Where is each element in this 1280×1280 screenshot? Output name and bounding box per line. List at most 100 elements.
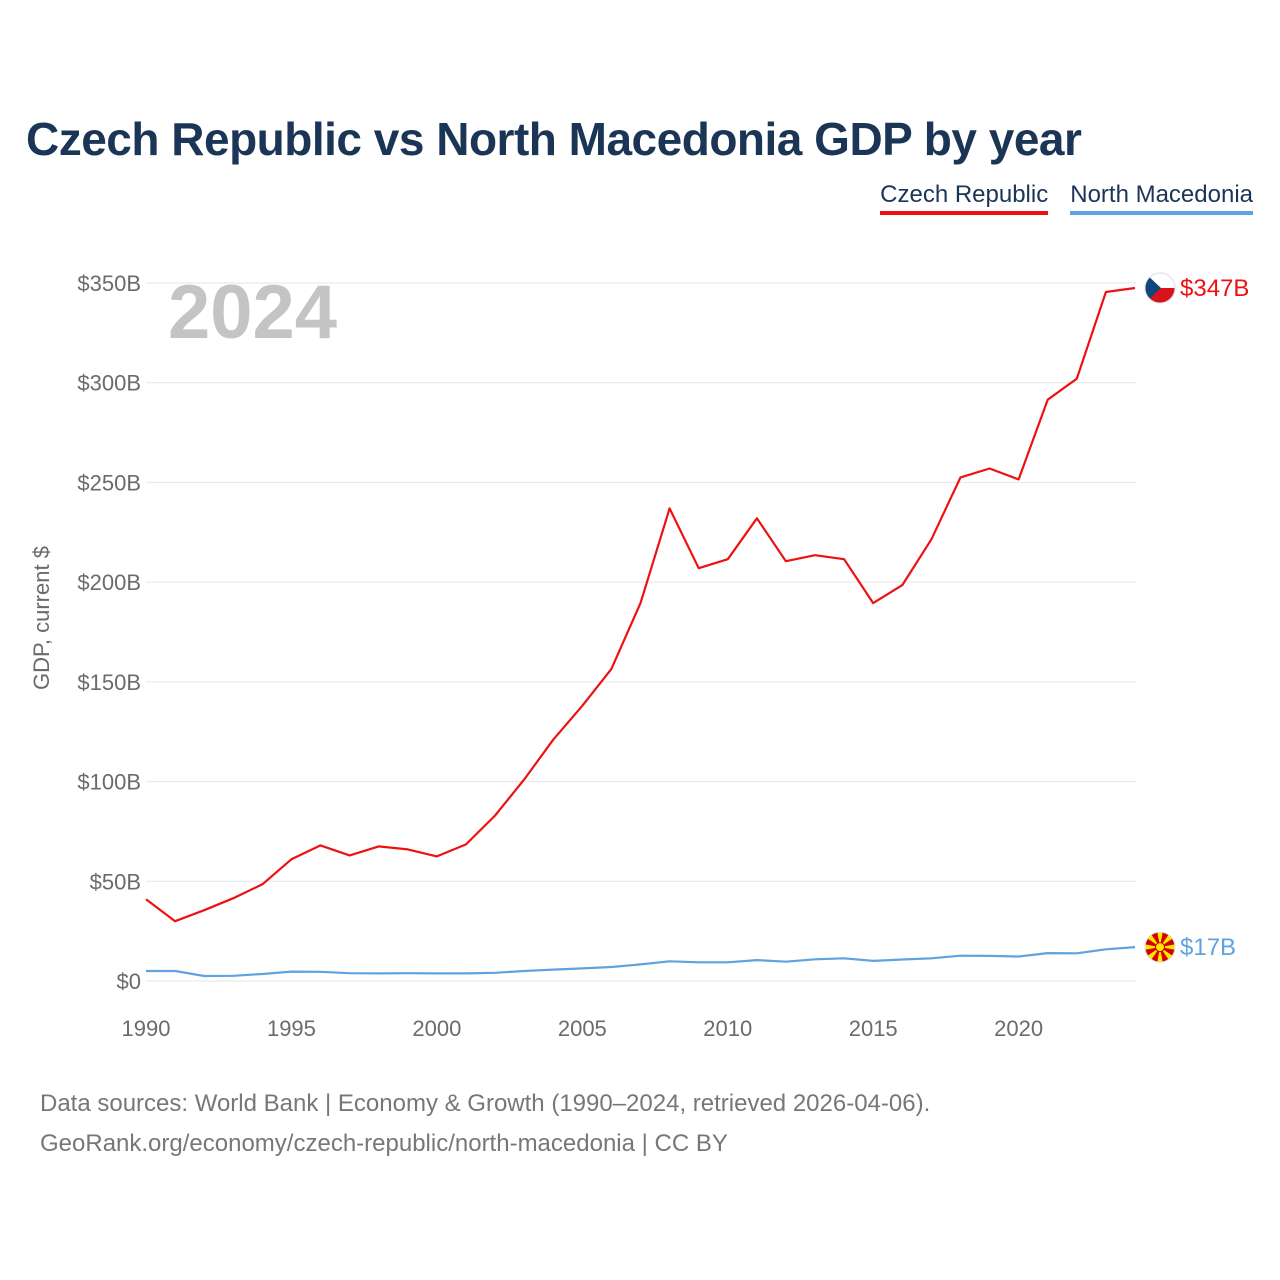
data-point-czech-republic-2024[interactable] xyxy=(1132,285,1138,291)
data-point-north-macedonia-2014[interactable] xyxy=(841,955,847,961)
data-point-north-macedonia-2000[interactable] xyxy=(434,970,440,976)
data-point-north-macedonia-2008[interactable] xyxy=(667,958,673,964)
data-point-czech-republic-1994[interactable] xyxy=(259,881,265,887)
series-lines xyxy=(143,285,1138,979)
data-point-czech-republic-2014[interactable] xyxy=(841,556,847,562)
data-point-czech-republic-1992[interactable] xyxy=(201,907,207,913)
data-point-czech-republic-2015[interactable] xyxy=(870,600,876,606)
flag-icon-czech-republic xyxy=(1144,272,1176,304)
data-point-north-macedonia-2015[interactable] xyxy=(870,958,876,964)
year-label: 2024 xyxy=(168,270,337,355)
x-tick-label-2015: 2015 xyxy=(849,1016,898,1041)
source-note: Data sources: World Bank | Economy & Gro… xyxy=(40,1084,930,1164)
data-point-north-macedonia-2011[interactable] xyxy=(754,957,760,963)
y-tick-label: $250B xyxy=(77,470,141,495)
legend: Czech Republic North Macedonia xyxy=(880,181,1253,215)
y-tick-label: $300B xyxy=(77,371,141,396)
data-point-north-macedonia-2009[interactable] xyxy=(696,959,702,965)
data-point-north-macedonia-2004[interactable] xyxy=(550,967,556,973)
data-point-north-macedonia-2007[interactable] xyxy=(638,961,644,967)
data-point-czech-republic-2010[interactable] xyxy=(725,556,731,562)
data-point-czech-republic-2018[interactable] xyxy=(957,474,963,480)
data-point-north-macedonia-2013[interactable] xyxy=(812,956,818,962)
data-point-czech-republic-2021[interactable] xyxy=(1045,397,1051,403)
data-point-north-macedonia-2020[interactable] xyxy=(1016,953,1022,959)
y-tick-label: $50B xyxy=(90,869,141,894)
data-point-north-macedonia-2019[interactable] xyxy=(987,953,993,959)
data-point-north-macedonia-2005[interactable] xyxy=(579,965,585,971)
data-point-czech-republic-2008[interactable] xyxy=(667,505,673,511)
end-label-north-macedonia: $17B xyxy=(1180,934,1236,961)
x-tick-label-2020: 2020 xyxy=(994,1016,1043,1041)
data-point-north-macedonia-1995[interactable] xyxy=(288,969,294,975)
data-point-north-macedonia-2018[interactable] xyxy=(957,953,963,959)
data-point-czech-republic-1991[interactable] xyxy=(172,918,178,924)
data-point-czech-republic-2004[interactable] xyxy=(550,737,556,743)
data-point-north-macedonia-1998[interactable] xyxy=(376,970,382,976)
data-point-czech-republic-1995[interactable] xyxy=(288,856,294,862)
data-point-czech-republic-2022[interactable] xyxy=(1074,376,1080,382)
data-point-north-macedonia-2006[interactable] xyxy=(608,964,614,970)
y-tick-label: $0 xyxy=(117,969,141,994)
data-point-north-macedonia-1991[interactable] xyxy=(172,968,178,974)
data-point-czech-republic-2012[interactable] xyxy=(783,558,789,564)
y-tick-label: $200B xyxy=(77,570,141,595)
y-tick-label: $350B xyxy=(77,271,141,296)
data-point-north-macedonia-2003[interactable] xyxy=(521,968,527,974)
line-chart: $0 $50B $100B $150B $200B $250B $300B $350B 199… xyxy=(29,270,1249,1041)
data-point-czech-republic-2019[interactable] xyxy=(987,465,993,471)
data-point-czech-republic-2007[interactable] xyxy=(638,600,644,606)
data-point-czech-republic-2009[interactable] xyxy=(696,565,702,571)
data-point-north-macedonia-1999[interactable] xyxy=(405,970,411,976)
y-tick-label: $100B xyxy=(77,770,141,795)
data-point-north-macedonia-2002[interactable] xyxy=(492,970,498,976)
data-point-north-macedonia-2021[interactable] xyxy=(1045,950,1051,956)
data-point-czech-republic-1999[interactable] xyxy=(405,846,411,852)
data-point-czech-republic-1993[interactable] xyxy=(230,895,236,901)
source-line-2[interactable]: GeoRank.org/economy/czech-republic/north… xyxy=(40,1130,728,1157)
data-point-north-macedonia-1992[interactable] xyxy=(201,973,207,979)
data-point-north-macedonia-2017[interactable] xyxy=(928,955,934,961)
data-point-north-macedonia-2024[interactable] xyxy=(1132,944,1138,950)
data-point-czech-republic-2000[interactable] xyxy=(434,853,440,859)
x-tick-label-1995: 1995 xyxy=(267,1016,316,1041)
data-point-north-macedonia-2001[interactable] xyxy=(463,970,469,976)
legend-item-north-macedonia[interactable]: North Macedonia xyxy=(1070,181,1253,215)
y-axis-label: GDP, current $ xyxy=(29,546,54,690)
data-point-czech-republic-1996[interactable] xyxy=(318,842,324,848)
data-point-north-macedonia-2016[interactable] xyxy=(899,956,905,962)
data-point-czech-republic-2005[interactable] xyxy=(579,703,585,709)
data-point-north-macedonia-2010[interactable] xyxy=(725,959,731,965)
data-point-north-macedonia-1996[interactable] xyxy=(318,969,324,975)
data-point-north-macedonia-1994[interactable] xyxy=(259,971,265,977)
data-point-north-macedonia-2012[interactable] xyxy=(783,959,789,965)
data-point-czech-republic-2017[interactable] xyxy=(928,536,934,542)
data-point-czech-republic-1990[interactable] xyxy=(143,896,149,902)
data-point-czech-republic-2002[interactable] xyxy=(492,812,498,818)
data-point-north-macedonia-1990[interactable] xyxy=(143,968,149,974)
x-tick-label-2005: 2005 xyxy=(558,1016,607,1041)
end-label-czech-republic: $347B xyxy=(1180,275,1249,302)
data-point-north-macedonia-2022[interactable] xyxy=(1074,950,1080,956)
data-point-czech-republic-2013[interactable] xyxy=(812,552,818,558)
grid-lines xyxy=(146,282,1136,982)
data-point-czech-republic-2023[interactable] xyxy=(1103,289,1109,295)
x-tick-label-2010: 2010 xyxy=(703,1016,752,1041)
series-line-north-macedonia[interactable] xyxy=(146,946,1136,978)
data-point-north-macedonia-2023[interactable] xyxy=(1103,946,1109,952)
data-point-north-macedonia-1993[interactable] xyxy=(230,973,236,979)
data-point-czech-republic-2001[interactable] xyxy=(463,841,469,847)
data-point-czech-republic-2003[interactable] xyxy=(521,777,527,783)
data-point-czech-republic-2016[interactable] xyxy=(899,582,905,588)
legend-item-czech-republic[interactable]: Czech Republic xyxy=(880,181,1049,215)
data-point-north-macedonia-1997[interactable] xyxy=(347,970,353,976)
chart-title: Czech Republic vs North Macedonia GDP by… xyxy=(26,113,1082,165)
data-point-czech-republic-2006[interactable] xyxy=(608,666,614,672)
data-point-czech-republic-1997[interactable] xyxy=(347,852,353,858)
series-line-czech-republic[interactable] xyxy=(145,286,1136,923)
data-point-czech-republic-2020[interactable] xyxy=(1016,476,1022,482)
data-point-czech-republic-2011[interactable] xyxy=(754,515,760,521)
y-axis-ticks: $0 $50B $100B $150B $200B $250B $300B $350B xyxy=(77,271,141,994)
x-axis-ticks: 1990 1995 2000 2005 2010 2015 2020 xyxy=(122,1016,1044,1041)
data-point-czech-republic-1998[interactable] xyxy=(376,843,382,849)
